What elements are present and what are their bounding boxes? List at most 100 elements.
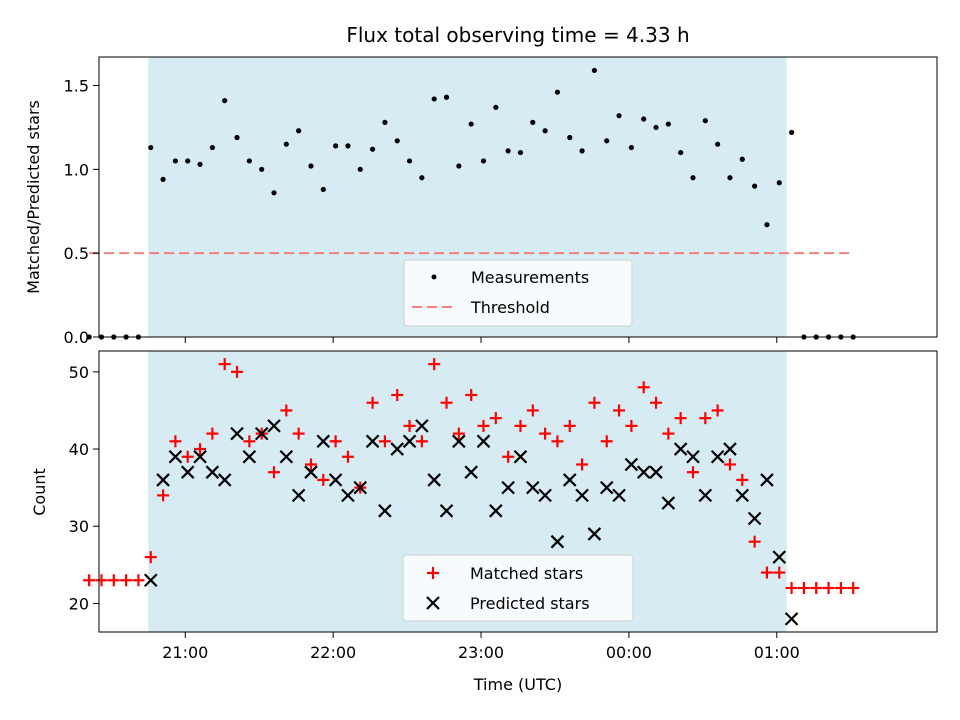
matched-star-point: [231, 365, 244, 378]
measurement-point: [764, 222, 770, 228]
bottom-y-ticks: 20 30 40 50: [69, 363, 99, 613]
measurement-point: [665, 121, 671, 127]
matched-star-point: [686, 466, 699, 479]
predicted-star-point: [686, 449, 700, 464]
top-panel: 0.0 0.5 1.0 1.5 Matched/Predicted stars Mea…: [24, 56, 938, 347]
y-tick-label: 20: [69, 594, 89, 613]
predicted-star-point: [489, 504, 503, 518]
predicted-star-point: [427, 473, 441, 487]
measurement-point: [382, 119, 388, 125]
matched-stars-points: [83, 358, 860, 594]
measurement-point: [160, 176, 166, 182]
matched-star-point: [292, 427, 305, 440]
measurement-point: [727, 175, 733, 181]
x-axis-label: Time (UTC): [473, 675, 562, 694]
measurement-point: [320, 186, 326, 193]
top-x-ticks: [184, 337, 778, 343]
matched-star-point: [489, 412, 502, 425]
measurement-point: [308, 163, 314, 169]
predicted-star-point: [156, 473, 170, 487]
measurement-point: [86, 334, 92, 340]
measurement-point: [333, 143, 339, 149]
predicted-star-point: [402, 434, 417, 449]
predicted-star-point: [464, 465, 478, 479]
measurement-point: [579, 148, 585, 154]
matched-star-point: [662, 427, 675, 440]
measurement-point: [628, 144, 634, 151]
matched-star-point: [563, 419, 576, 432]
matched-star-point: [157, 489, 170, 502]
predicted-star-point: [242, 449, 257, 464]
matched-star-point: [391, 389, 404, 402]
legend-predicted-marker: [426, 596, 440, 610]
matched-star-point: [428, 358, 441, 371]
matched-star-point: [748, 535, 761, 548]
matched-star-point: [760, 566, 773, 579]
bottom-panel: 20 30 40 50 21:00 22:00 23:00 00:00 01:00 Count…: [30, 350, 938, 694]
measurement-point: [480, 158, 487, 164]
matched-star-point: [218, 358, 231, 371]
measurement-point: [678, 149, 684, 156]
bottom-y-axis-label: Count: [30, 468, 49, 516]
matched-star-point: [440, 396, 453, 409]
predicted-star-point: [452, 434, 466, 449]
measurement-point: [468, 121, 474, 127]
measurement-point: [530, 119, 536, 125]
predicted-star-point: [550, 534, 565, 549]
predicted-star-point: [304, 465, 318, 479]
predicted-star-point: [316, 434, 331, 449]
matched-star-point: [415, 435, 428, 448]
measurement-point: [296, 128, 302, 134]
matched-star-point: [588, 396, 601, 409]
measurement-point: [172, 158, 179, 164]
measurement-point: [185, 158, 191, 164]
measurement-point: [431, 96, 437, 102]
predicted-star-point: [710, 449, 725, 464]
top-legend: Measurements Threshold: [403, 259, 633, 327]
predicted-star-point: [501, 480, 515, 495]
legend-predicted-label: Predicted stars: [470, 594, 590, 613]
bottom-axes-frame: [98, 350, 938, 633]
measurement-point: [283, 141, 289, 147]
matched-star-point: [576, 458, 589, 471]
predicted-star-point: [649, 465, 663, 479]
predicted-star-point: [476, 434, 491, 449]
predicted-star-point: [772, 550, 787, 564]
predicted-star-point: [599, 480, 614, 495]
matched-star-point: [625, 419, 638, 432]
y-tick-label: 1.0: [64, 160, 89, 179]
measurement-point: [234, 134, 240, 141]
predicted-star-point: [735, 488, 750, 503]
matched-star-point: [514, 419, 527, 432]
measurement-point: [406, 158, 413, 164]
matched-star-point: [304, 458, 317, 471]
predicted-star-point: [230, 426, 244, 441]
y-tick-label: 50: [69, 363, 89, 382]
predicted-star-point: [673, 442, 688, 456]
matched-star-point: [650, 396, 663, 409]
predicted-star-point: [415, 419, 429, 433]
matched-star-point: [502, 450, 515, 463]
predicted-star-point: [168, 449, 183, 464]
x-tick-label: 00:00: [606, 643, 652, 662]
matched-star-point: [699, 412, 712, 425]
measurement-point: [604, 138, 610, 144]
predicted-star-point: [279, 449, 294, 464]
measurement-point: [554, 89, 561, 95]
legend-measurements-label: Measurements: [471, 268, 589, 287]
matched-star-point: [637, 381, 650, 394]
chart-title: Flux total observing time = 4.33 h: [346, 23, 689, 47]
bottom-legend-box: [402, 554, 634, 622]
matched-star-point: [551, 435, 564, 448]
matched-star-point: [797, 581, 810, 594]
predicted-star-point: [784, 612, 799, 626]
measurement-point: [641, 116, 647, 122]
matched-star-point: [736, 473, 749, 486]
measurement-point: [788, 129, 795, 136]
measurement-point: [493, 104, 499, 110]
predicted-star-point: [180, 465, 195, 479]
measurement-point: [419, 175, 425, 181]
matched-star-point: [477, 419, 490, 432]
matched-star-point: [674, 412, 687, 425]
measurement-point: [209, 144, 215, 151]
